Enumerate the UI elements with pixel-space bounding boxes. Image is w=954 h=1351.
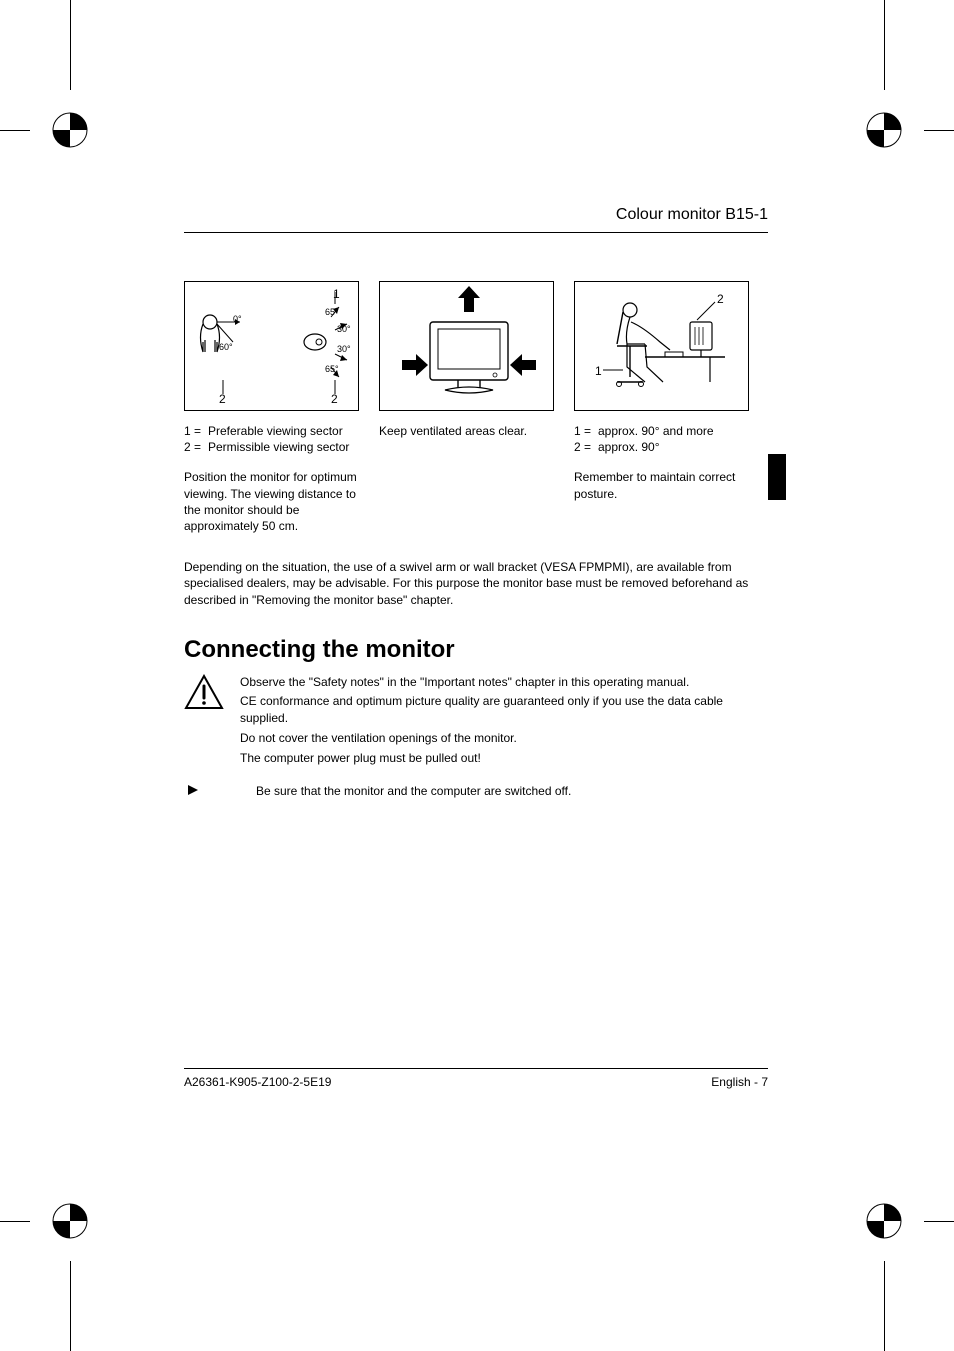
fig1-label-2b: 2	[331, 392, 338, 406]
legend-num: 1 =	[574, 423, 598, 439]
product-title: Colour monitor B15-1	[616, 206, 768, 224]
fig1-label-1: 1	[333, 287, 340, 301]
registration-mark-bottom-right	[844, 1181, 924, 1261]
caution-icon	[184, 674, 220, 715]
legend-text: approx. 90°	[598, 439, 660, 455]
page-header: Colour monitor B15-1	[184, 206, 768, 233]
legend-num: 2 =	[574, 439, 598, 455]
legend-num: 2 =	[184, 439, 208, 455]
figure-ventilation	[379, 281, 554, 411]
legend-text: approx. 90° and more	[598, 423, 714, 439]
fig3-label-2: 2	[717, 292, 724, 306]
document-number: A26361-K905-Z100-2-5E19	[184, 1075, 331, 1089]
section-tab	[768, 454, 786, 500]
caption-para: Remember to maintain correct posture.	[574, 469, 749, 501]
angle-0: 0°	[233, 314, 242, 324]
page-number: English - 7	[711, 1075, 768, 1089]
legend-num: 1 =	[184, 423, 208, 439]
caption-text: Keep ventilated areas clear.	[379, 423, 554, 439]
angle-65-top: 65°	[325, 307, 339, 317]
warning-block: Observe the "Safety notes" in the "Impor…	[184, 674, 768, 770]
warning-line: Observe the "Safety notes" in the "Impor…	[240, 674, 768, 691]
angle-30-bottom: 30°	[337, 344, 351, 354]
section-heading: Connecting the monitor	[184, 636, 768, 664]
angle-30-top: 30°	[337, 324, 351, 334]
angle-65-bottom: 65°	[325, 364, 339, 374]
caption-posture: 1 =approx. 90° and more 2 =approx. 90° R…	[574, 423, 749, 535]
figures-row: 0° 60° 65° 30° 30° 65° 1 2 2	[184, 281, 768, 411]
figure-posture: 1 2	[574, 281, 749, 411]
body-paragraph: Depending on the situation, the use of a…	[184, 559, 768, 608]
caption-ventilation: Keep ventilated areas clear.	[379, 423, 554, 535]
angle-60: 60°	[219, 342, 233, 352]
fig3-label-1: 1	[595, 364, 602, 378]
registration-mark-bottom-left	[30, 1181, 110, 1261]
captions-row: 1 =Preferable viewing sector 2 =Permissi…	[184, 423, 768, 535]
figure-viewing-sector: 0° 60° 65° 30° 30° 65° 1 2 2	[184, 281, 359, 411]
fig1-label-2a: 2	[219, 392, 226, 406]
caption-para: Position the monitor for optimum viewing…	[184, 469, 359, 534]
warning-line: Do not cover the ventilation openings of…	[240, 730, 768, 747]
caption-viewing-sector: 1 =Preferable viewing sector 2 =Permissi…	[184, 423, 359, 535]
legend-text: Permissible viewing sector	[208, 439, 349, 455]
instruction-text: Be sure that the monitor and the compute…	[256, 784, 571, 798]
bullet-triangle-icon	[188, 784, 200, 798]
instruction-step: Be sure that the monitor and the compute…	[184, 784, 768, 798]
registration-mark-top-right	[844, 90, 924, 170]
registration-mark-top-left	[30, 90, 110, 170]
warning-line: CE conformance and optimum picture quali…	[240, 693, 768, 727]
page-footer: A26361-K905-Z100-2-5E19 English - 7	[184, 1068, 768, 1089]
legend-text: Preferable viewing sector	[208, 423, 343, 439]
warning-line: The computer power plug must be pulled o…	[240, 750, 768, 767]
